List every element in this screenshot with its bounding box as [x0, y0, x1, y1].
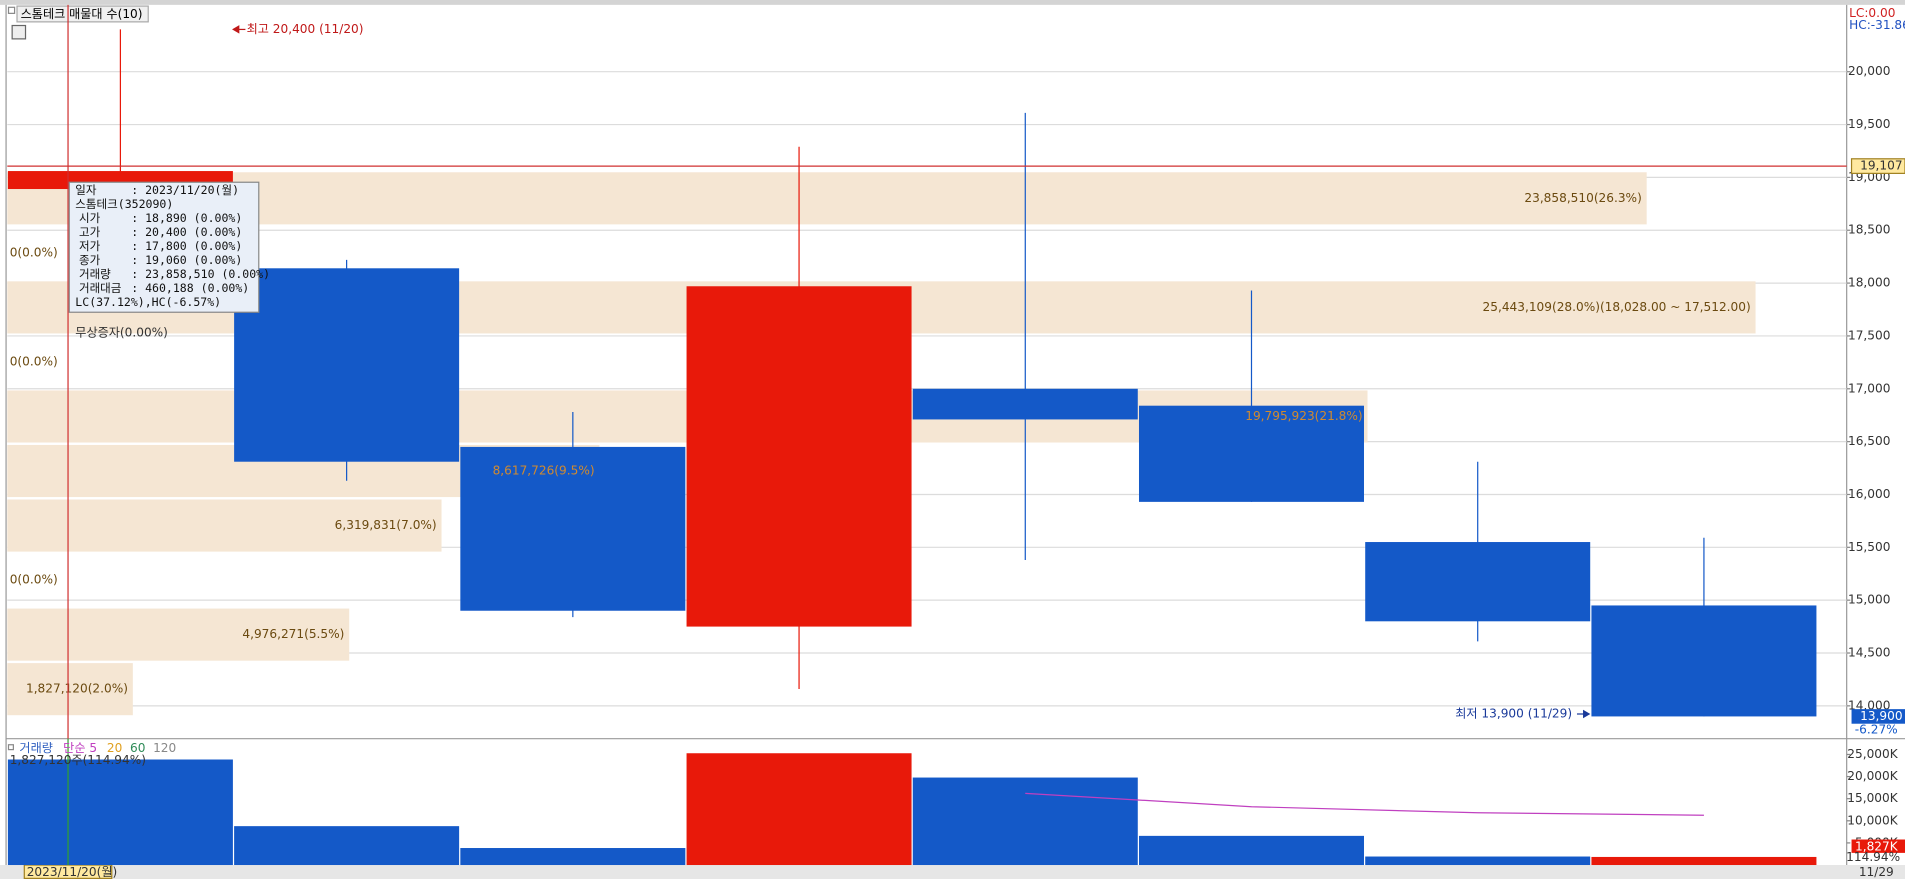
y-tick-label: 15,000	[1848, 593, 1890, 607]
y-tick-label: 17,000	[1848, 381, 1890, 395]
high-arrow	[232, 25, 240, 34]
candle-body	[1591, 605, 1817, 717]
y-tick-label: 15,500	[1848, 540, 1890, 554]
last-price-label: 13,900	[1860, 709, 1902, 723]
crosshair-box	[1850, 158, 1905, 174]
volume-bar	[1591, 856, 1817, 866]
volume-profile-bar	[7, 663, 133, 716]
y-tick-label: 20,000	[1848, 64, 1890, 78]
volume-info: 1,827,120주(114.94%)	[10, 753, 146, 767]
volume-bar	[912, 777, 1138, 866]
last-price-box	[1851, 709, 1905, 724]
volume-bar	[1365, 856, 1591, 866]
last-volume-label: 1,827K	[1855, 839, 1899, 853]
volume-profile-label: 19,795,923(21.8%)	[1245, 409, 1362, 423]
candle-body	[460, 446, 686, 611]
volume-profile-label: 25,443,109(28.0%)(18,028.00 ~ 17,512.00)	[1483, 300, 1751, 314]
tooltip-key: LC(37.12%),HC(-6.57%)	[75, 295, 221, 309]
tooltip-key: 거래대금	[79, 281, 122, 295]
y-tick-label: 14,500	[1848, 646, 1890, 660]
volume-bar	[234, 826, 460, 866]
header-title: 스톰테크 매물대 수(10)	[21, 7, 143, 21]
tooltip-key: 거래량	[79, 267, 111, 281]
crosshair-label: 19,107	[1860, 159, 1902, 173]
lc-label: LC:0.00	[1849, 6, 1895, 20]
candle-body	[234, 268, 460, 462]
legend-period: 60	[130, 741, 145, 755]
y-tick-label: 16,000	[1848, 487, 1890, 501]
table-icon	[11, 24, 27, 40]
candle-body	[912, 388, 1138, 420]
legend-period: 120	[153, 741, 176, 755]
volume-bar	[7, 759, 233, 866]
y-tick-label: 25,000K	[1847, 747, 1898, 761]
y-tick-label: 10,000K	[1847, 813, 1898, 827]
y-tick-label: 14,000	[1848, 698, 1890, 712]
x-tick-label: 2023/11/20(월)	[27, 865, 118, 879]
y-tick-label: 18,000	[1848, 276, 1890, 290]
last-volume-box	[1851, 839, 1905, 853]
volume-profile-label: 0(0.0%)	[10, 245, 58, 259]
tooltip-box	[68, 181, 260, 313]
x-tick-label: 11/29	[1859, 865, 1894, 879]
volume-profile-label: 0(0.0%)	[10, 354, 58, 368]
moving-average-line	[1025, 792, 1704, 816]
legend-icon	[7, 744, 14, 751]
candle-body	[1365, 542, 1591, 622]
tooltip-value: : 2023/11/20(월)	[131, 183, 239, 197]
volume-profile-label: 1,827,120(2.0%)	[26, 682, 128, 696]
hc-label: HC:-31.86	[1849, 18, 1905, 32]
tooltip-value: : 19,060 (0.00%)	[131, 253, 242, 267]
y-tick-label: 15,000K	[1847, 791, 1898, 805]
volume-profile-label: 23,858,510(26.3%)	[1524, 191, 1641, 205]
y-tick-label: 19,500	[1848, 117, 1890, 131]
volume-profile-bar	[7, 172, 1647, 225]
tooltip-value: : 460,188 (0.00%)	[131, 281, 249, 295]
volume-bar	[460, 848, 686, 866]
tooltip-value: : 17,800 (0.00%)	[131, 239, 242, 253]
last-change: -6.27%	[1855, 722, 1898, 736]
volume-profile-label: 8,617,726(9.5%)	[493, 464, 595, 478]
tooltip-value: : 18,890 (0.00%)	[131, 211, 242, 225]
x-axis-strip	[0, 865, 1905, 879]
tooltip-key: 일자	[75, 183, 97, 197]
volume-profile-label: 6,319,831(7.0%)	[335, 518, 437, 532]
legend-series: 단순 5	[63, 741, 97, 755]
volume-profile-label: 0(0.0%)	[10, 573, 58, 587]
legend-title: 거래량	[19, 741, 52, 755]
low-arrow	[1583, 709, 1591, 719]
y-tick-label: 16,500	[1848, 434, 1890, 448]
y-tick-label: 18,500	[1848, 223, 1890, 237]
legend-period: 20	[107, 741, 122, 755]
tooltip-key: 스톰테크(352090)	[75, 197, 173, 211]
low-label: 최저 13,900 (11/29)	[1455, 706, 1572, 720]
event-label: 무상증자(0.00%)	[75, 325, 168, 339]
high-label: 최고 20,400 (11/20)	[247, 22, 364, 36]
volume-profile-bar	[7, 608, 350, 661]
y-tick-label: 20,000K	[1847, 769, 1898, 783]
candle-body	[686, 286, 912, 627]
tooltip-key: 저가	[79, 239, 101, 253]
header-box	[16, 5, 149, 23]
volume-profile-label: 4,976,271(5.5%)	[242, 627, 344, 641]
volume-bar	[686, 753, 912, 866]
header-icon	[7, 6, 16, 14]
last-volume-ratio: 114.94%	[1846, 850, 1900, 864]
volume-bar	[1138, 835, 1364, 866]
tooltip-value: : 20,400 (0.00%)	[131, 225, 242, 239]
volume-profile-bar	[7, 499, 442, 552]
tooltip-key: 시가	[79, 211, 101, 225]
candle-body	[1138, 405, 1364, 502]
y-tick-label: 17,500	[1848, 328, 1890, 342]
toolbar-strip	[0, 0, 1905, 5]
tooltip-key: 고가	[79, 225, 101, 239]
tooltip-key: 종가	[79, 253, 101, 267]
tooltip-value: : 23,858,510 (0.00%)	[131, 267, 270, 281]
